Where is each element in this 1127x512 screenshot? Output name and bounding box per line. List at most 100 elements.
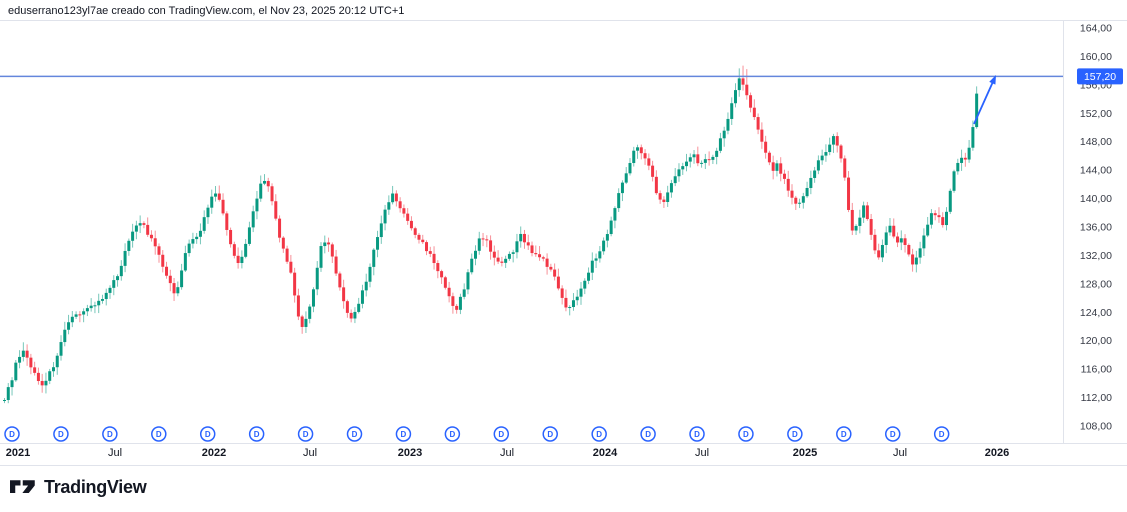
- candle: [402, 208, 406, 214]
- time-tick-label: 2025: [793, 447, 817, 459]
- candle: [767, 152, 771, 163]
- dividend-marker[interactable]: D: [102, 426, 118, 442]
- candle: [300, 316, 304, 327]
- candle: [221, 199, 225, 214]
- dividend-letter: D: [156, 430, 162, 439]
- dividend-marker[interactable]: D: [836, 426, 852, 442]
- candle: [914, 257, 918, 265]
- price-tick-label: 160,00: [1080, 51, 1112, 63]
- candle: [854, 225, 858, 231]
- dividend-marker[interactable]: D: [248, 426, 265, 442]
- candle: [707, 159, 711, 161]
- candle: [281, 237, 285, 249]
- candle: [149, 234, 153, 239]
- candle: [413, 228, 417, 235]
- arrow-annotation[interactable]: [973, 75, 996, 125]
- candle: [865, 205, 869, 220]
- dividend-marker[interactable]: D: [933, 426, 950, 442]
- candle: [458, 296, 462, 310]
- dividend-marker[interactable]: D: [738, 426, 754, 442]
- candle: [40, 381, 44, 386]
- dividend-marker[interactable]: D: [640, 426, 656, 442]
- candle: [884, 232, 888, 245]
- candle: [425, 242, 429, 252]
- candle: [609, 220, 613, 235]
- candle: [259, 183, 263, 199]
- candle: [541, 257, 545, 259]
- time-tick-label: 2023: [398, 447, 422, 459]
- candle: [975, 93, 979, 128]
- candle: [255, 198, 259, 212]
- dividend-marker[interactable]: D: [444, 426, 461, 442]
- candle: [485, 239, 489, 241]
- candle: [85, 308, 89, 312]
- time-axis[interactable]: 2021 Jul 2022 Jul 2023 Jul 2024 Jul 2025 Jul 2026: [6, 447, 1009, 459]
- candle: [398, 201, 402, 209]
- candle: [394, 193, 398, 202]
- dividend-marker[interactable]: D: [4, 426, 20, 442]
- candle: [383, 209, 387, 224]
- candle: [564, 297, 568, 308]
- candle: [888, 225, 892, 233]
- dividend-marker[interactable]: D: [689, 426, 705, 442]
- candle: [696, 154, 700, 164]
- candle: [632, 150, 636, 164]
- candle: [338, 273, 342, 288]
- price-line-value: 157,20: [1084, 71, 1116, 83]
- candle: [880, 244, 884, 258]
- candle: [462, 289, 466, 297]
- candle: [869, 219, 873, 235]
- candle: [33, 367, 37, 373]
- time-tick-label: 2026: [985, 447, 1009, 459]
- dividend-letter: D: [254, 430, 260, 439]
- candle: [142, 223, 146, 225]
- price-axis[interactable]: 164,00160,00156,00152,00148,00144,00140,…: [1080, 23, 1112, 433]
- candle: [620, 182, 624, 194]
- candle: [293, 272, 297, 296]
- candle: [515, 241, 519, 253]
- dividend-marker[interactable]: D: [591, 426, 607, 442]
- candle: [134, 225, 138, 232]
- dividend-marker[interactable]: D: [151, 426, 167, 442]
- candle: [93, 305, 97, 307]
- candle: [368, 266, 372, 282]
- candle: [315, 267, 319, 290]
- candle: [813, 170, 817, 178]
- candle: [108, 287, 112, 293]
- candle: [247, 227, 251, 244]
- tradingview-logo[interactable]: TradingView: [10, 476, 147, 498]
- candle: [319, 246, 323, 268]
- candle: [816, 160, 820, 171]
- candle: [534, 253, 538, 255]
- dividend-marker[interactable]: D: [53, 426, 69, 442]
- dividend-letter: D: [939, 430, 945, 439]
- dividend-letter: D: [58, 430, 64, 439]
- candle: [376, 237, 380, 250]
- dividend-marker[interactable]: D: [346, 426, 363, 442]
- candle: [198, 230, 202, 237]
- candle: [447, 287, 451, 297]
- dividend-marker[interactable]: D: [199, 426, 216, 442]
- candle: [470, 258, 474, 273]
- time-tick-label: 2022: [202, 447, 226, 459]
- candle: [700, 162, 704, 164]
- dividend-letter: D: [792, 430, 798, 439]
- candle: [963, 157, 967, 160]
- dividend-marker[interactable]: D: [493, 426, 510, 442]
- candle: [391, 193, 395, 203]
- candle: [165, 266, 169, 276]
- candle: [78, 314, 82, 316]
- candle: [432, 253, 436, 264]
- candle: [217, 193, 221, 200]
- candle: [153, 238, 157, 247]
- dividend-marker[interactable]: D: [542, 426, 558, 442]
- price-tick-label: 164,00: [1080, 23, 1112, 35]
- candle: [21, 350, 25, 357]
- dividend-marker[interactable]: D: [297, 426, 314, 442]
- dividend-marker[interactable]: D: [395, 426, 412, 442]
- price-tick-label: 116,00: [1081, 364, 1112, 376]
- candle: [18, 356, 22, 363]
- dividend-marker[interactable]: D: [787, 426, 803, 442]
- dividend-marker[interactable]: D: [884, 426, 901, 442]
